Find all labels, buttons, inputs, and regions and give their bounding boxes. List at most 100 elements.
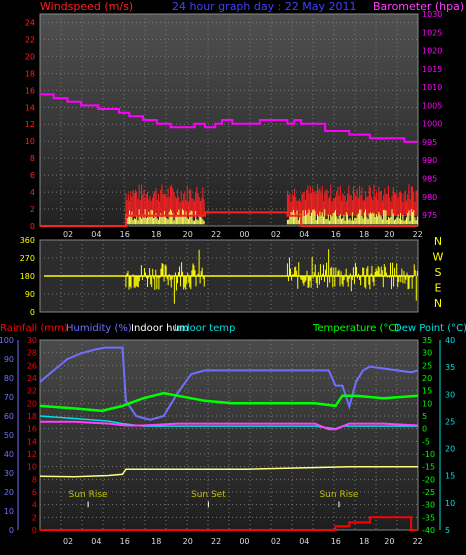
compass-label: N [434,235,442,248]
legend-label: Dew Point (°C) [394,323,466,334]
sun-annotation: Sun Rise [319,490,358,500]
bottom-yellow-line [39,465,418,478]
compass-label: S [435,266,442,279]
temperature-tick-label: 15 [422,387,432,396]
humidity-tick-label: 90 [4,355,14,364]
barometer-tick-label: 990 [422,156,437,165]
windspeed-tick-label: 4 [30,188,35,197]
time-tick-label: 04 [299,230,309,239]
humidity-tick-label: 0 [9,526,14,535]
barometer-tick-label: 980 [422,193,437,202]
rainfall-tick-label: 24 [27,374,37,383]
barometer-tick-label: 1020 [422,47,442,56]
temperature-tick-label: 20 [422,374,432,383]
dew-point-tick-label: 40 [445,336,455,345]
temperature-tick-label: -35 [422,513,435,522]
temperature-tick-label: -10 [422,450,435,459]
rainfall-tick-label: 14 [27,437,37,446]
barometer-axis-title: Barometer (hpa) [373,0,464,13]
humidity-tick-label: 50 [4,431,14,440]
dew-point-tick-label: 25 [445,417,455,426]
rainfall-tick-label: 2 [32,513,37,522]
humidity-tick-label: 100 [0,336,14,345]
time-tick-label: 22 [413,537,423,546]
temperature-tick-label: -40 [422,526,435,535]
rainfall-tick-label: 22 [27,387,37,396]
humidity-tick-label: 10 [4,507,14,516]
time-tick-label: 16 [331,230,341,239]
temperature-tick-label: 0 [422,425,427,434]
temperature-line [39,391,419,413]
barometer-tick-label: 995 [422,138,437,147]
temperature-tick-label: -15 [422,463,435,472]
humidity-tick-label: 40 [4,450,14,459]
rainfall-line [40,516,418,531]
temperature-tick-label: -20 [422,475,435,484]
time-tick-label: 18 [151,230,161,239]
time-tick-label: 20 [183,537,193,546]
time-tick-label: 18 [359,230,369,239]
dew-point-tick-label: 30 [445,390,455,399]
temperature-tick-label: 25 [422,361,432,370]
humidity-line [39,346,419,421]
humidity-tick-label: 30 [4,469,14,478]
temperature-tick-label: -5 [422,437,430,446]
windspeed-tick-label: 14 [25,103,35,112]
rainfall-tick-label: 26 [27,361,37,370]
rainfall-tick-label: 8 [32,475,37,484]
direction-tick-label: 270 [20,254,35,263]
barometer-tick-label: 1015 [422,65,442,74]
temperature-tick-label: -25 [422,488,435,497]
time-tick-label: 00 [239,230,249,239]
dew-point-tick-label: 5 [445,526,450,535]
panel-rain-humidity-temp [39,339,419,531]
time-tick-label: 04 [91,537,101,546]
windspeed-tick-label: 2 [30,205,35,214]
barometer-tick-label: 1000 [422,120,442,129]
barometer-tick-label: 1025 [422,28,442,37]
barometer-tick-label: 1005 [422,101,442,110]
humidity-tick-label: 70 [4,393,14,402]
time-tick-label: 20 [384,537,394,546]
windspeed-tick-label: 22 [25,35,35,44]
direction-tick-label: 90 [25,290,35,299]
graph-date-title: 24 hour graph day : 22 May 2011 [172,0,357,13]
time-tick-label: 20 [384,230,394,239]
barometer-tick-label: 985 [422,174,437,183]
dew-point-tick-label: 10 [445,499,455,508]
dew-point-line [39,415,418,430]
windspeed-tick-label: 0 [30,222,35,231]
time-tick-label: 16 [120,537,130,546]
legend-label: Indoor hum [131,323,189,334]
indoor-humidity-line [40,420,419,431]
direction-tick-label: 360 [20,236,35,245]
direction-tick-label: 0 [30,308,35,317]
windspeed-line [40,211,418,227]
temperature-tick-label: -30 [422,501,435,510]
time-tick-label: 02 [271,537,281,546]
time-tick-label: 02 [271,230,281,239]
barometer-line [40,93,418,143]
rainfall-tick-label: 28 [27,349,37,358]
legend-label: Temperature (°C) [312,323,399,334]
compass-label: N [434,297,442,310]
time-tick-label: 16 [120,230,130,239]
rainfall-tick-label: 12 [27,450,37,459]
time-tick-label: 02 [63,230,73,239]
sun-annotation: Sun Rise [69,490,108,500]
time-tick-label: 04 [299,537,309,546]
time-tick-label: 00 [239,537,249,546]
time-tick-label: 22 [211,230,221,239]
compass-label: E [435,282,442,295]
legend-label: Rainfall (mm) [0,323,68,334]
windspeed-axis-title: Windspeed (m/s) [40,0,133,13]
windspeed-tick-label: 6 [30,171,35,180]
windspeed-tick-label: 10 [25,137,35,146]
temperature-tick-label: 35 [422,336,432,345]
sun-annotation: Sun Set [191,490,226,500]
temperature-tick-label: 10 [422,399,432,408]
compass-label: W [433,251,444,264]
windspeed-tick-label: 12 [25,120,35,129]
rainfall-tick-label: 18 [27,412,37,421]
